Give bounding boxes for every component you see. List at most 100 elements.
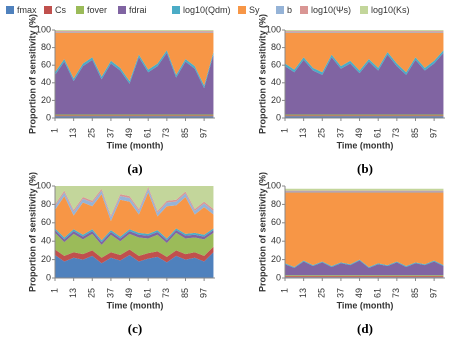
panel-label: (b) <box>357 161 373 176</box>
x-tick-label: 73 <box>391 128 401 138</box>
area-segment <box>285 259 444 268</box>
x-tick-label: 1 <box>49 128 59 133</box>
legend-swatch <box>276 6 284 14</box>
area-segment <box>285 50 444 75</box>
x-tick-label: 49 <box>124 288 134 298</box>
y-axis-title: Proportion of sensitivity (%) <box>257 14 267 134</box>
area-segment <box>55 30 214 31</box>
y-tick-label: 100 <box>36 24 51 34</box>
y-tick-label: 60 <box>271 217 281 227</box>
x-tick-label: 61 <box>143 288 153 298</box>
y-tick-label: 40 <box>41 236 51 246</box>
area-segment <box>55 232 214 258</box>
x-tick-label: 13 <box>298 128 308 138</box>
area-segment <box>55 188 214 221</box>
legend-label: log10(Ψs) <box>311 5 351 15</box>
x-tick-label: 73 <box>161 128 171 138</box>
y-tick-label: 0 <box>276 112 281 122</box>
legend-swatch <box>360 6 368 14</box>
x-tick-label: 73 <box>391 288 401 298</box>
x-tick-label: 49 <box>124 128 134 138</box>
legend-label: fover <box>87 5 107 15</box>
area-segment <box>285 188 444 191</box>
x-tick-label: 25 <box>87 128 97 138</box>
x-tick-label: 1 <box>49 288 59 293</box>
x-tick-label: 1 <box>279 288 289 293</box>
legend-swatch <box>6 6 14 14</box>
x-tick-label: 61 <box>373 288 383 298</box>
area-segment <box>285 114 444 116</box>
x-tick-label: 85 <box>410 128 420 138</box>
legend-label: b <box>287 5 292 15</box>
x-tick-label: 37 <box>105 288 115 298</box>
x-axis-title: Time (month) <box>337 140 394 150</box>
area-segment <box>55 252 214 278</box>
panel-label: (a) <box>127 161 142 176</box>
y-tick-label: 60 <box>271 60 281 70</box>
x-axis-title: Time (month) <box>107 140 164 150</box>
legend-swatch <box>172 6 180 14</box>
area-segment <box>285 276 444 278</box>
y-axis-title: Proportion of sensitivity (%) <box>27 14 37 134</box>
y-tick-label: 100 <box>36 180 51 190</box>
x-tick-label: 97 <box>429 128 439 138</box>
area-segment <box>55 192 214 241</box>
x-axis-title: Time (month) <box>337 300 394 310</box>
area-segment <box>285 32 444 73</box>
area-segment <box>55 230 214 245</box>
area-segment <box>285 30 444 31</box>
area-segment <box>55 32 214 86</box>
x-axis-title: Time (month) <box>107 300 164 310</box>
x-tick-label: 85 <box>180 288 190 298</box>
area-segment <box>285 52 444 115</box>
area-segment <box>285 115 444 117</box>
y-tick-label: 20 <box>41 254 51 264</box>
panel-label: (c) <box>128 321 142 336</box>
x-tick-label: 37 <box>105 128 115 138</box>
x-tick-label: 37 <box>335 128 345 138</box>
x-tick-label: 13 <box>68 128 78 138</box>
area-segment <box>285 192 444 267</box>
area-segment <box>55 31 214 33</box>
x-tick-label: 97 <box>199 288 209 298</box>
legend-label: Cs <box>55 5 66 15</box>
y-axis-title: Proportion of sensitivity (%) <box>257 172 267 292</box>
area-segment <box>55 115 214 117</box>
area-segment <box>55 246 214 264</box>
x-tick-label: 49 <box>354 128 364 138</box>
y-tick-label: 0 <box>276 272 281 282</box>
y-axis-title: Proportion of sensitivity (%) <box>27 172 37 292</box>
x-tick-label: 97 <box>199 128 209 138</box>
y-tick-label: 40 <box>41 77 51 87</box>
y-tick-label: 20 <box>271 254 281 264</box>
y-tick-label: 0 <box>46 272 51 282</box>
x-tick-label: 13 <box>68 288 78 298</box>
panel-label: (d) <box>357 321 373 336</box>
legend-label: log10(Qdm) <box>183 5 231 15</box>
y-tick-label: 60 <box>41 60 51 70</box>
legend-label: fmax <box>17 5 37 15</box>
y-tick-label: 80 <box>41 42 51 52</box>
y-tick-label: 80 <box>41 199 51 209</box>
legend-swatch <box>300 6 308 14</box>
area-segment <box>55 30 214 32</box>
y-tick-label: 80 <box>271 199 281 209</box>
legend-label: fdrai <box>129 5 147 15</box>
area-segment <box>55 186 214 216</box>
legend-swatch <box>238 6 246 14</box>
x-tick-label: 97 <box>429 288 439 298</box>
area-segment <box>55 114 214 116</box>
y-tick-label: 20 <box>41 95 51 105</box>
area-segment <box>285 191 444 193</box>
area-segment <box>285 190 444 192</box>
x-tick-label: 25 <box>317 128 327 138</box>
area-segment <box>55 52 214 115</box>
legend-label: Sy <box>249 5 260 15</box>
legend-label: log10(Ks) <box>371 5 410 15</box>
y-tick-label: 20 <box>271 95 281 105</box>
area-segment <box>55 50 214 89</box>
x-tick-label: 49 <box>354 288 364 298</box>
area-segment <box>285 275 444 277</box>
y-tick-label: 100 <box>266 24 281 34</box>
